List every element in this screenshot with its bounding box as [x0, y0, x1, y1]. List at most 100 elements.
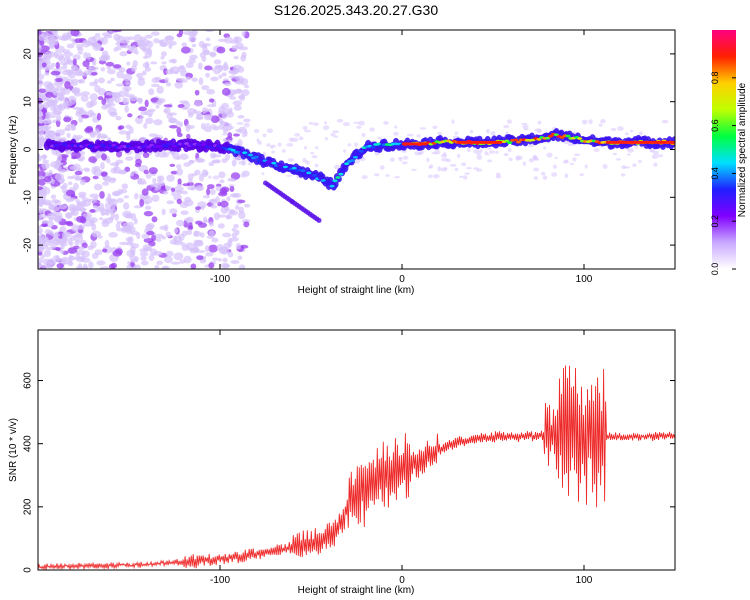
spectrogram-noise-blob — [89, 93, 98, 101]
spectrogram-noise-blob — [93, 165, 101, 171]
spectrogram-faint-blob — [437, 166, 442, 172]
spectrogram-noise-blob — [237, 255, 243, 261]
spectrogram-noise-blob — [74, 239, 80, 246]
spectrogram-noise-blob — [80, 91, 91, 96]
spectrogram-faint-blob — [620, 173, 626, 177]
spectrogram-faint-blob — [661, 119, 669, 124]
spectrogram-noise-blob — [172, 152, 180, 160]
spectrogram-noise-blob — [151, 234, 157, 242]
spectrogram-noise-blob — [101, 98, 107, 106]
spectrogram-faint-blob — [343, 122, 350, 127]
spectrogram-noise-blob — [71, 224, 80, 232]
spectrogram-noise-blob — [204, 245, 210, 252]
spectrogram-faint-blob — [469, 129, 474, 134]
spectrogram-faint-blob — [454, 131, 459, 135]
spectrogram-noise-blob — [38, 137, 45, 143]
spectrogram-faint-blob — [487, 159, 492, 163]
spectrogram-noise-blob — [45, 91, 54, 98]
spectrogram-noise-blob — [169, 208, 178, 215]
spectrogram-noise-blob — [113, 64, 122, 69]
spectrogram-noise-blob — [177, 178, 182, 185]
spectrogram-noise-blob — [176, 168, 184, 176]
snr-y-tick-label: 400 — [23, 435, 34, 452]
spectrogram-faint-blob — [454, 167, 459, 172]
spectrogram-noise-blob — [166, 200, 174, 205]
spectrogram-faint-blob — [506, 119, 512, 124]
spectrogram-noise-blob — [234, 204, 240, 210]
spectrogram-faint-blob — [522, 124, 529, 129]
spectrogram-ridge-core — [515, 140, 522, 144]
spectrogram-noise-blob — [129, 266, 136, 269]
spectrogram-faint-blob — [243, 122, 250, 128]
spectrogram-noise-blob — [240, 54, 247, 62]
spectrogram-noise-blob — [163, 104, 173, 108]
spectrogram-ridge-core — [282, 165, 289, 169]
spectrogram-noise-blob — [114, 213, 119, 221]
spectrogram-noise-blob — [79, 107, 84, 112]
spectrogram-noise-blob — [173, 185, 184, 193]
spectrogram-faint-blob — [416, 133, 421, 138]
spectrogram-faint-blob — [286, 142, 294, 147]
spectrogram-noise-blob — [208, 230, 215, 237]
spectrogram-faint-blob — [624, 132, 629, 136]
spectrogram-noise-blob — [231, 227, 237, 232]
spectrogram-noise-blob — [153, 250, 163, 256]
spectrogram-noise-blob — [97, 77, 106, 84]
spectrogram-noise-blob — [66, 260, 73, 266]
spectrogram-noise-blob — [41, 258, 52, 265]
spectrogram-noise-blob — [217, 110, 225, 115]
spectrogram-noise-blob — [108, 216, 115, 221]
spectrogram-noise-blob — [188, 159, 196, 163]
spectrogram-noise-blob — [42, 199, 52, 206]
spectrogram-noise-blob — [67, 247, 78, 254]
spectrogram-noise-blob — [129, 173, 135, 177]
spectrogram-noise-blob — [217, 214, 227, 218]
spectrogram-noise-blob — [183, 255, 192, 264]
spectrogram-noise-blob — [59, 62, 68, 66]
spectrogram-noise-blob — [223, 82, 232, 86]
spectrogram-noise-blob — [127, 236, 134, 244]
spectrogram-faint-blob — [569, 162, 574, 166]
spectrogram-faint-blob — [554, 156, 558, 159]
spectrogram-faint-blob — [212, 175, 220, 180]
spectrogram-noise-blob — [230, 172, 241, 180]
spectrogram-faint-blob — [322, 125, 330, 131]
spectrogram-faint-blob — [227, 125, 235, 130]
colorbar-label: Normalized spectral amplitude — [737, 82, 748, 217]
chart-title: S126.2025.343.20.27.G30 — [274, 2, 438, 18]
spectrogram-faint-blob — [484, 153, 490, 156]
spectrogram-noise-blob — [79, 206, 86, 213]
spectrogram-noise-blob — [120, 44, 131, 49]
spectrogram-faint-blob — [401, 150, 407, 153]
spectrogram-noise-blob — [121, 183, 129, 190]
spectrogram-noise-blob — [159, 225, 168, 230]
spectrogram-y-tick-label: 10 — [23, 96, 34, 108]
spectrogram-ridge-core — [146, 145, 152, 149]
spectrogram-noise-blob — [191, 77, 198, 82]
spectrogram-faint-blob — [634, 146, 639, 149]
spectrogram-noise-blob — [55, 247, 61, 251]
spectrogram-noise-blob — [179, 100, 189, 104]
spectrogram-noise-blob — [79, 179, 86, 186]
spectrogram-faint-blob — [457, 153, 461, 158]
spectrogram-noise-blob — [140, 39, 150, 46]
spectrogram-noise-blob — [150, 183, 158, 188]
spectrogram-ridge-core — [317, 176, 324, 180]
spectrogram-faint-blob — [598, 123, 603, 127]
spectrogram-faint-blob — [564, 159, 569, 163]
spectrogram-noise-blob — [113, 47, 119, 52]
spectrogram-noise-blob — [137, 76, 145, 81]
spectrogram-noise-blob — [181, 106, 189, 111]
spectrogram-ridge-core — [201, 143, 207, 147]
spectrogram-noise-blob — [218, 74, 223, 79]
spectrogram-faint-blob — [533, 167, 540, 172]
spectrogram-noise-blob — [61, 32, 72, 40]
spectrogram-noise-blob — [174, 81, 184, 89]
spectrogram-noise-blob — [120, 39, 131, 44]
spectrogram-noise-blob — [49, 261, 56, 266]
spectrogram-noise-blob — [185, 62, 194, 69]
spectrogram-noise-blob — [178, 121, 184, 128]
spectrogram-noise-blob — [41, 56, 51, 62]
spectrogram-noise-blob — [143, 210, 154, 217]
spectrogram-faint-blob — [303, 146, 308, 150]
